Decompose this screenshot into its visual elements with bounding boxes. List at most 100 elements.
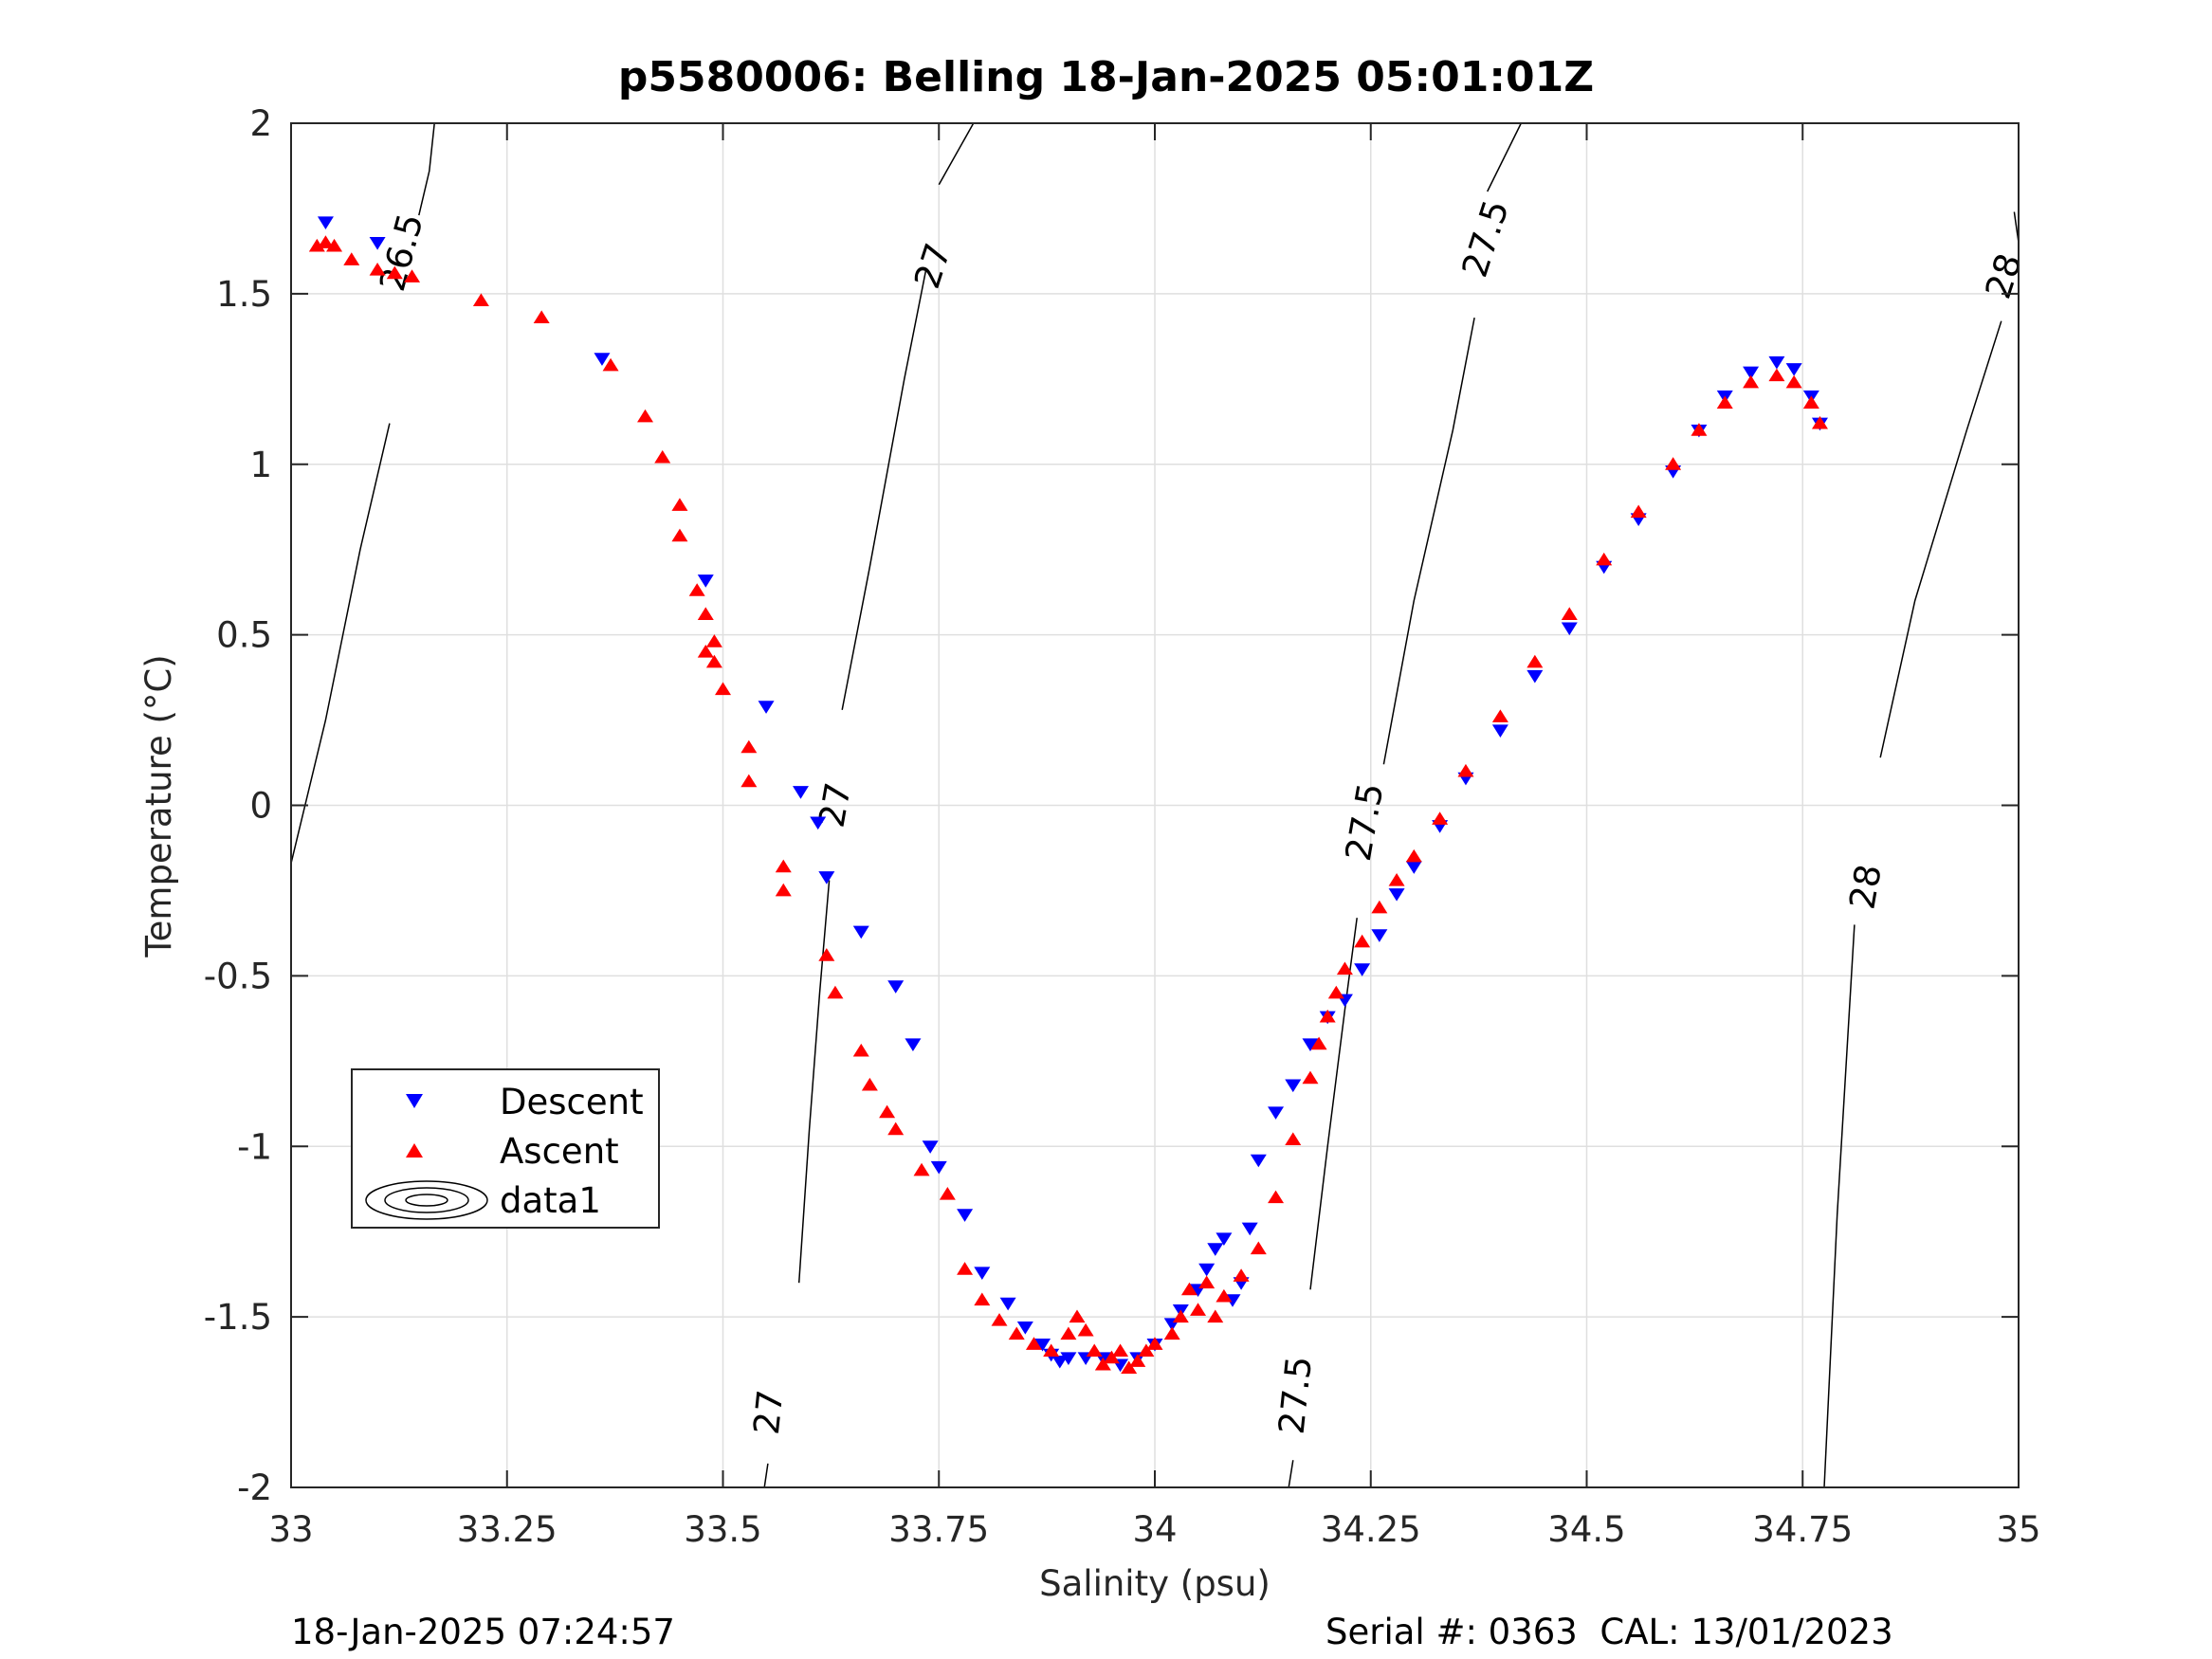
x-tick-label: 33.75 xyxy=(888,1509,989,1550)
data-point xyxy=(1250,1154,1267,1168)
y-tick-label: -0.5 xyxy=(204,956,272,996)
data-point xyxy=(810,816,827,830)
data-point xyxy=(1163,1326,1180,1340)
data-point xyxy=(317,216,334,229)
data-point xyxy=(594,353,611,366)
data-point xyxy=(1103,1350,1120,1364)
data-point xyxy=(922,1140,939,1154)
data-point xyxy=(1665,457,1682,470)
data-point xyxy=(887,980,905,994)
data-point xyxy=(740,739,758,754)
data-point xyxy=(1250,1241,1267,1255)
data-point xyxy=(343,252,360,265)
x-tick-label: 34.75 xyxy=(1752,1509,1853,1550)
footer-serial-cal: Serial #: 0363 CAL: 13/01/2023 xyxy=(1325,1612,1893,1652)
data-point xyxy=(1233,1268,1250,1282)
data-point xyxy=(369,263,386,276)
data-point xyxy=(533,310,550,324)
data-point xyxy=(1327,985,1344,999)
y-tick-label: -1.5 xyxy=(204,1297,272,1338)
contour-line xyxy=(418,122,435,216)
data-point xyxy=(1043,1343,1060,1358)
data-point xyxy=(1216,1232,1233,1247)
data-point xyxy=(1630,504,1647,519)
data-point xyxy=(1388,888,1405,902)
contour-label: 27.5 xyxy=(1454,195,1517,283)
legend-label-ascent: Ascent xyxy=(500,1131,619,1172)
data-point xyxy=(1768,368,1785,382)
data-point xyxy=(905,1038,922,1051)
legend-label-data1: data1 xyxy=(500,1180,601,1221)
data-point xyxy=(1405,848,1422,863)
data-point xyxy=(1285,1079,1302,1093)
data-point xyxy=(1302,1070,1319,1085)
data-point xyxy=(879,1104,896,1119)
data-point xyxy=(1180,1282,1197,1296)
data-point xyxy=(317,235,334,248)
data-point xyxy=(775,859,792,873)
data-point xyxy=(688,583,705,596)
x-tick-label: 33.5 xyxy=(684,1509,761,1550)
x-tick-label: 34.5 xyxy=(1547,1509,1625,1550)
contour-label: 28 xyxy=(1841,862,1890,913)
x-tick-label: 35 xyxy=(1996,1509,2040,1550)
y-tick-label: 0.5 xyxy=(216,615,272,656)
y-tick-label: 2 xyxy=(249,103,272,144)
x-axis-label: Salinity (psu) xyxy=(1039,1563,1271,1604)
contour-label: 28 xyxy=(1978,248,2030,303)
data-point xyxy=(715,682,731,696)
x-tick-label: 33 xyxy=(268,1509,313,1550)
data-point xyxy=(974,1267,991,1281)
data-point xyxy=(1354,963,1371,976)
data-point xyxy=(1743,374,1760,389)
data-point xyxy=(1596,552,1613,566)
x-tick-label: 34 xyxy=(1132,1509,1177,1550)
data-point xyxy=(1034,1338,1051,1352)
contour-line xyxy=(763,1463,769,1488)
data-point xyxy=(1743,366,1760,380)
data-point xyxy=(705,654,722,668)
data-point xyxy=(1172,1309,1189,1323)
data-point xyxy=(1561,622,1578,636)
data-point xyxy=(1768,356,1785,370)
data-point xyxy=(861,1077,878,1091)
data-point xyxy=(1060,1326,1077,1340)
data-point xyxy=(1198,1263,1216,1277)
data-point xyxy=(999,1297,1016,1311)
data-point xyxy=(326,238,343,252)
data-point xyxy=(1310,1036,1327,1050)
data-point xyxy=(1138,1343,1155,1358)
data-point xyxy=(369,236,386,250)
contour-line xyxy=(1487,122,1522,192)
data-point xyxy=(1216,1288,1233,1303)
contour-label: 27 xyxy=(906,238,959,293)
data-point xyxy=(671,498,688,511)
data-point xyxy=(1526,654,1544,668)
data-series xyxy=(308,216,1828,1375)
data-point xyxy=(930,1160,947,1175)
data-point xyxy=(1802,395,1819,409)
contour-line xyxy=(797,880,831,1284)
contour-icon xyxy=(365,1180,488,1220)
y-axis-label: Temperature (°C) xyxy=(138,654,179,957)
data-point xyxy=(1077,1322,1094,1337)
data-point xyxy=(1086,1343,1103,1358)
data-point xyxy=(1371,900,1388,914)
data-point xyxy=(1051,1355,1069,1369)
data-point xyxy=(1268,1190,1285,1204)
data-point xyxy=(1457,763,1474,777)
data-point xyxy=(1207,1309,1224,1323)
data-point xyxy=(1190,1303,1207,1316)
axis-ticks: 33 33.25 33.5 33.75 34 34.25 34.5 34.75 35 -2 -1.5… xyxy=(204,103,2041,1550)
data-point xyxy=(827,985,844,999)
data-point xyxy=(1371,929,1388,942)
data-point xyxy=(472,293,489,307)
data-point xyxy=(1526,669,1544,684)
data-point xyxy=(1405,861,1422,874)
data-point xyxy=(1069,1309,1086,1323)
data-point xyxy=(792,786,809,799)
y-tick-label: 1 xyxy=(249,445,272,485)
data-point xyxy=(1811,415,1828,429)
contour-line xyxy=(290,423,391,864)
